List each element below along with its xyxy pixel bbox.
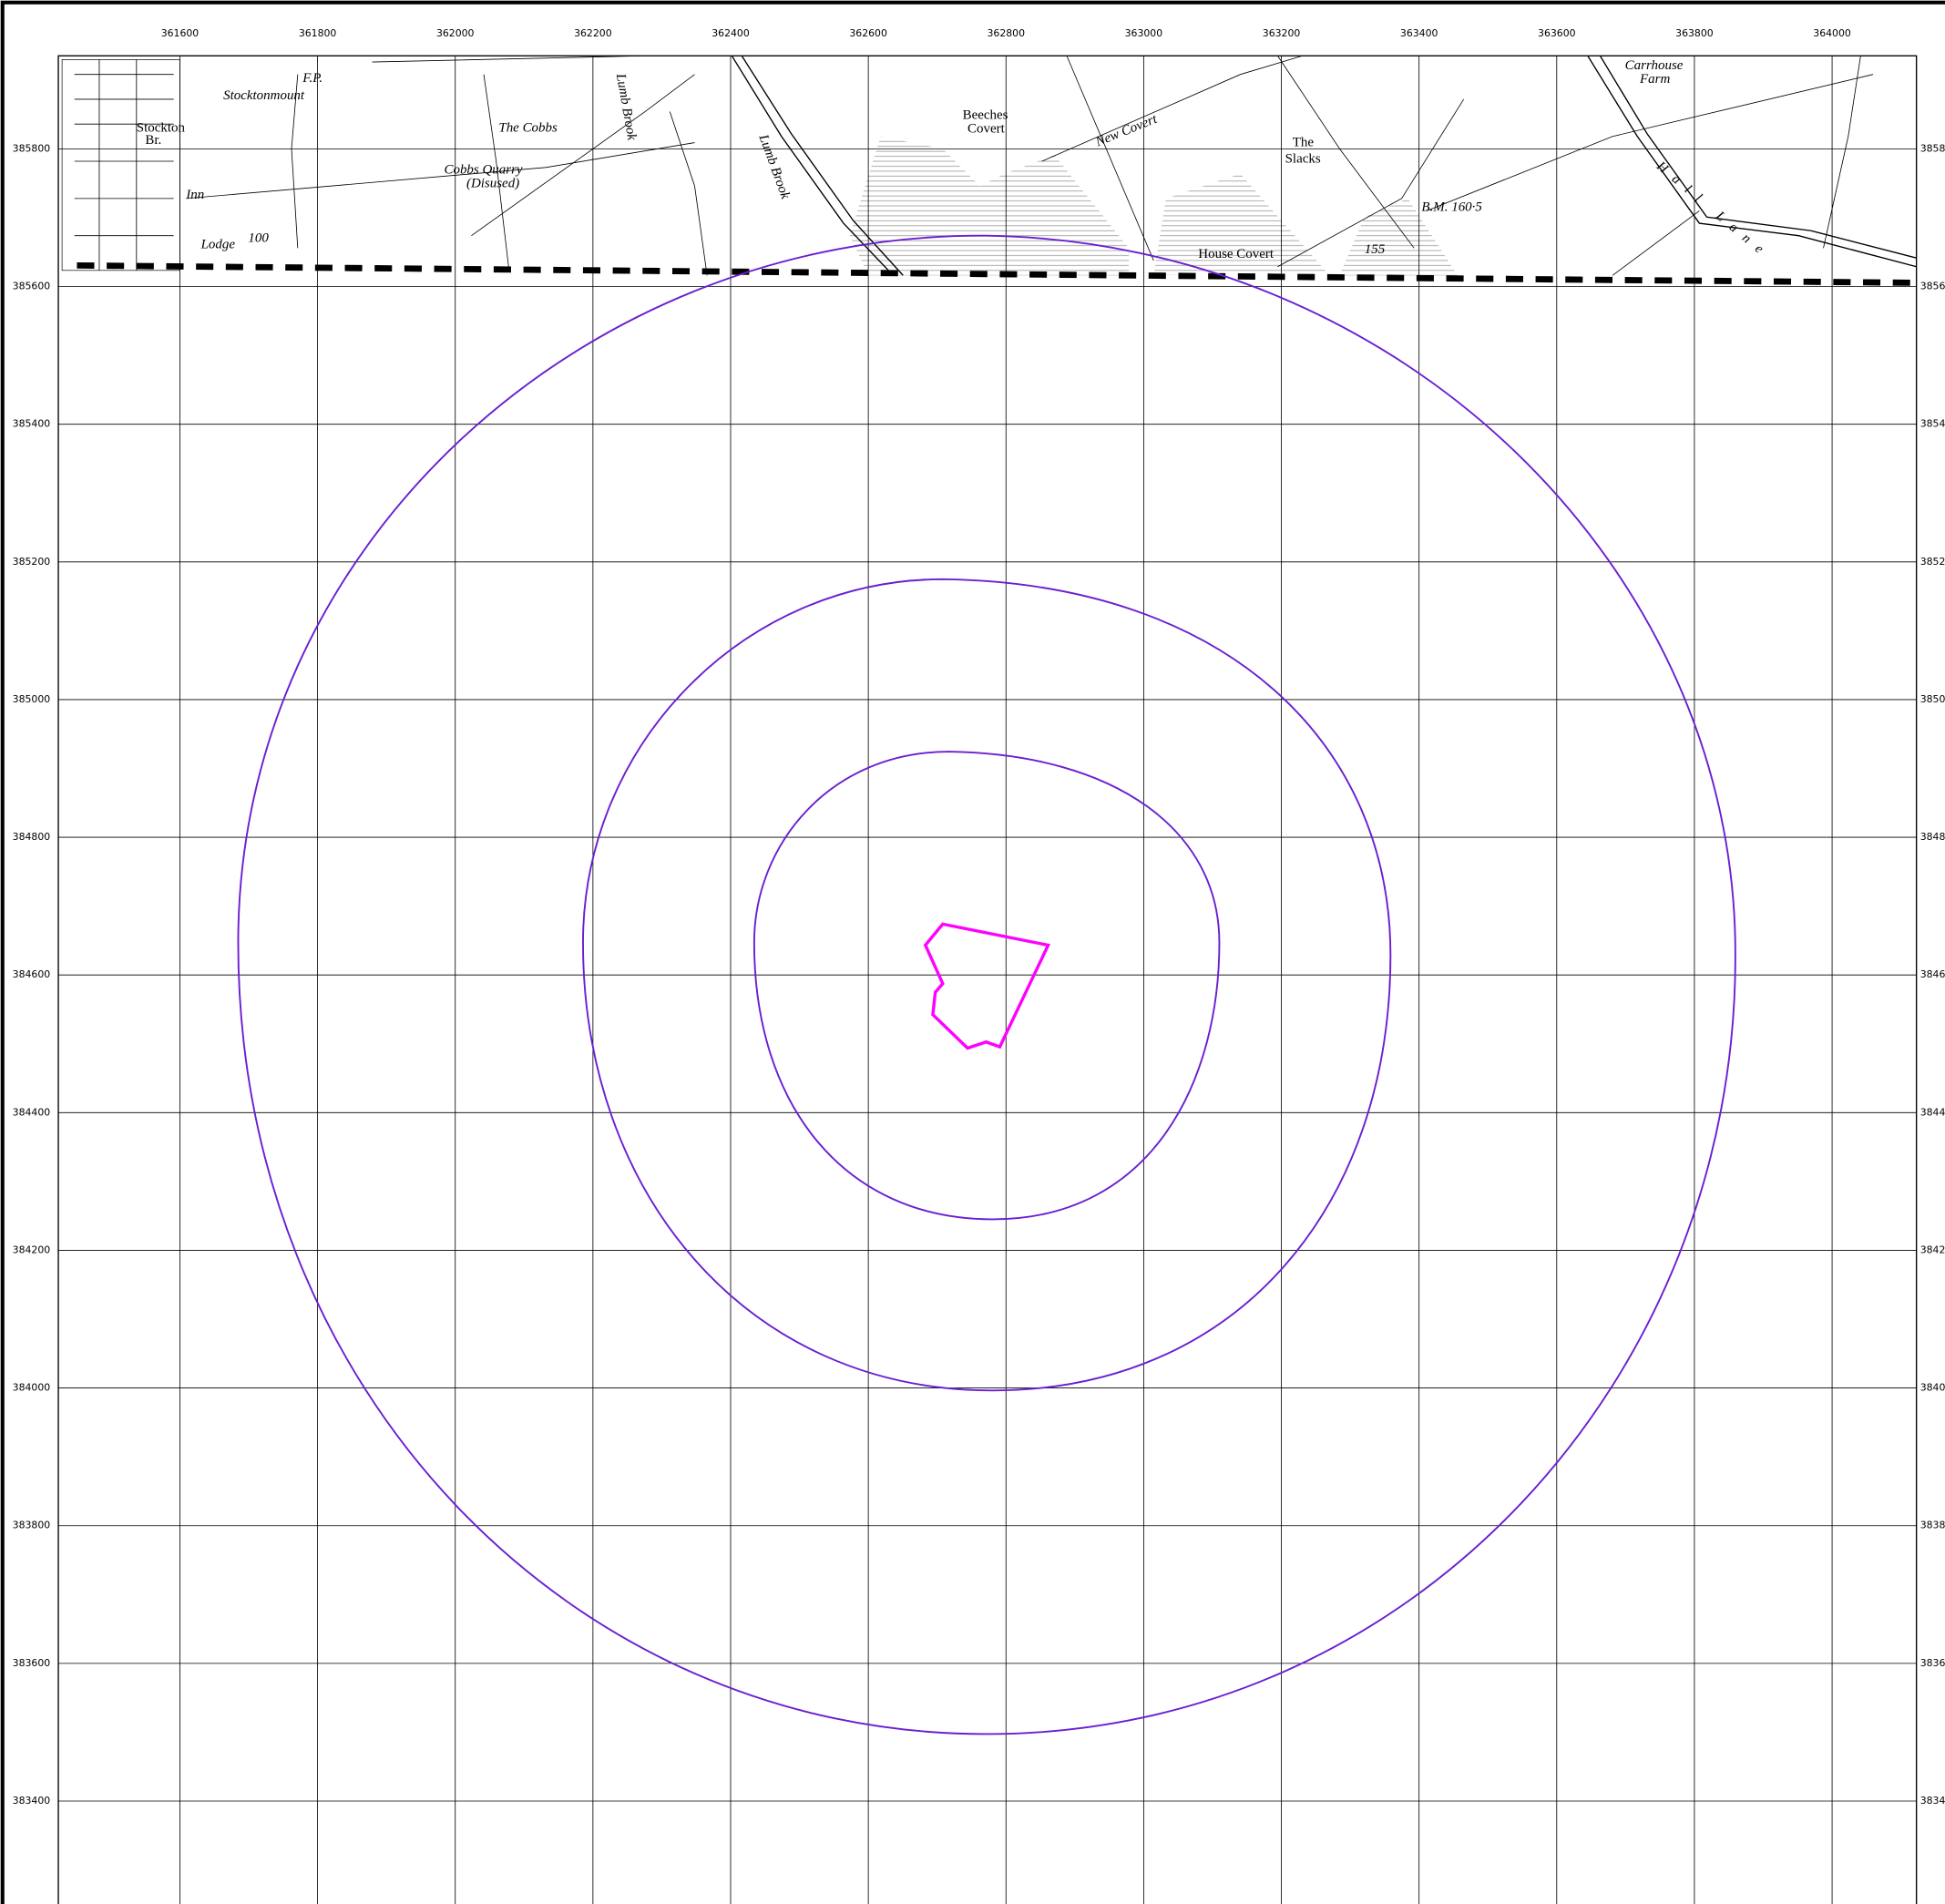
x-tick-label: 361600 bbox=[161, 27, 200, 39]
y-tick-label: 383400 bbox=[13, 1795, 51, 1807]
brook bbox=[1823, 56, 1861, 249]
map-label: (Disused) bbox=[466, 177, 519, 191]
y-tick-label: 383600 bbox=[1920, 1657, 1945, 1669]
track bbox=[1041, 56, 1303, 162]
y-tick-label: 384000 bbox=[1920, 1382, 1945, 1394]
x-tick-label: 364000 bbox=[1813, 27, 1851, 39]
map-label: Farm bbox=[1639, 72, 1670, 87]
map-label: B.M. 160·5 bbox=[1421, 200, 1482, 214]
y-tick-label: 385200 bbox=[1920, 556, 1945, 568]
y-tick-label: 385800 bbox=[13, 142, 51, 154]
map-label: Inn bbox=[185, 188, 204, 202]
map-label: House Covert bbox=[1198, 247, 1274, 261]
map-label: The Cobbs bbox=[498, 120, 558, 135]
x-tick-label: 361800 bbox=[299, 27, 337, 39]
y-tick-label: 385600 bbox=[1920, 281, 1945, 292]
y-tick-label: 385200 bbox=[13, 556, 51, 568]
y-tick-label: 384800 bbox=[13, 831, 51, 843]
y-tick-label: 384400 bbox=[13, 1106, 51, 1118]
y-tick-label: 383600 bbox=[13, 1657, 51, 1669]
y-tick-label: 385800 bbox=[1920, 142, 1945, 154]
buffer-ring-outer bbox=[237, 234, 1736, 1735]
map-label: Beeches bbox=[963, 108, 1008, 123]
y-tick-label: 385400 bbox=[1920, 418, 1945, 430]
brook bbox=[669, 111, 708, 276]
map-label: Cobbs Quarry bbox=[444, 163, 522, 178]
map-label: F.P. bbox=[302, 71, 322, 86]
y-tick-label: 385600 bbox=[13, 281, 51, 292]
map-label: Stocktonmount bbox=[223, 88, 305, 103]
road bbox=[1587, 56, 1917, 268]
x-tick-label: 362600 bbox=[849, 27, 887, 39]
y-tick-label: 384000 bbox=[13, 1382, 51, 1394]
woodland bbox=[1153, 173, 1327, 276]
map-label: 155 bbox=[1365, 242, 1386, 257]
x-tick-label: 362800 bbox=[988, 27, 1026, 39]
y-tick-label: 385400 bbox=[13, 418, 51, 430]
y-tick-label: 384400 bbox=[1920, 1106, 1945, 1118]
woodland bbox=[1339, 198, 1458, 276]
map-label: Lumb Brook bbox=[755, 132, 793, 201]
map-label: Covert bbox=[967, 122, 1006, 137]
x-tick-label: 362400 bbox=[711, 27, 750, 39]
y-tick-label: 383400 bbox=[1920, 1795, 1945, 1807]
x-tick-label: 363000 bbox=[1125, 27, 1163, 39]
map-label: Carrhouse bbox=[1625, 58, 1684, 73]
y-tick-label: 385000 bbox=[1920, 693, 1945, 705]
y-tick-label: 383800 bbox=[1920, 1520, 1945, 1531]
buffer-ring-inner bbox=[752, 751, 1221, 1221]
map-frame bbox=[57, 55, 1918, 1904]
y-tick-label: 383800 bbox=[13, 1520, 51, 1531]
x-tick-label: 363400 bbox=[1400, 27, 1438, 39]
map-label: Lumb Brook bbox=[613, 72, 640, 142]
x-tick-label: 363200 bbox=[1263, 27, 1301, 39]
map-label: 100 bbox=[248, 231, 269, 246]
x-tick-label: 363800 bbox=[1675, 27, 1714, 39]
road bbox=[1599, 56, 1917, 259]
y-tick-label: 385000 bbox=[13, 693, 51, 705]
town bbox=[61, 59, 180, 271]
map-label: New Covert bbox=[1093, 112, 1161, 150]
y-tick-label: 384600 bbox=[13, 968, 51, 980]
map-label: Slacks bbox=[1285, 151, 1321, 166]
map-label: Lodge bbox=[200, 237, 236, 251]
x-tick-label: 362000 bbox=[436, 27, 475, 39]
x-tick-label: 362200 bbox=[574, 27, 612, 39]
buffer-ring-middle bbox=[582, 578, 1392, 1392]
y-tick-label: 384800 bbox=[1920, 831, 1945, 843]
map-label: Br. bbox=[145, 133, 161, 148]
road bbox=[741, 56, 904, 276]
y-tick-label: 384200 bbox=[13, 1244, 51, 1255]
grid: 361600 361800 362000 362200 362400 362600 3628… bbox=[13, 27, 1945, 1904]
y-tick-label: 384600 bbox=[1920, 968, 1945, 980]
site-boundary bbox=[923, 922, 1051, 1050]
map-extent-boundary bbox=[77, 261, 1917, 286]
map-label: Stockton bbox=[137, 120, 186, 135]
base-map: Stocktonmount The Cobbs Cobbs Quarry (Di… bbox=[61, 56, 1917, 276]
map-label: Hall Lane bbox=[1653, 159, 1773, 263]
x-tick-label: 363600 bbox=[1538, 27, 1576, 39]
town-streets bbox=[74, 59, 174, 271]
woodland bbox=[849, 136, 1130, 276]
y-tick-label: 384200 bbox=[1920, 1244, 1945, 1255]
map-label: The bbox=[1293, 136, 1315, 150]
